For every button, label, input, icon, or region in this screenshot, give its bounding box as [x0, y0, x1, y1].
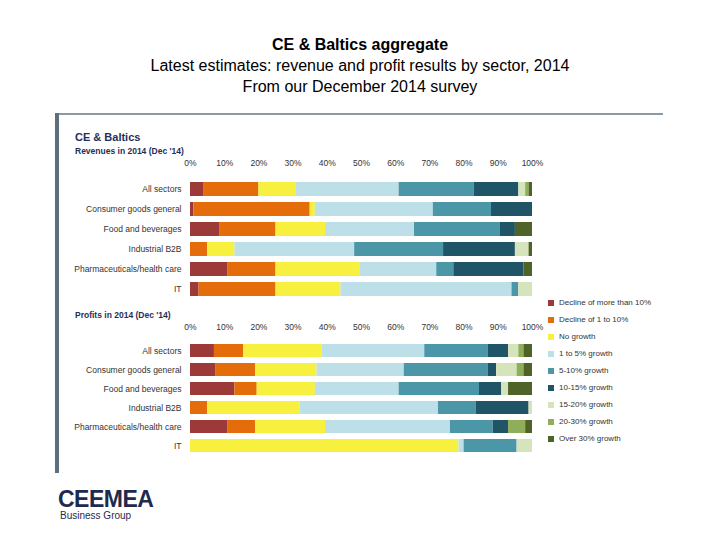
html-text:Revenues in 2014 (Dec '14): Revenues in 2014 (Dec '14): [75, 146, 184, 156]
html-text:Over 30% growth: Over 30% growth: [559, 434, 621, 443]
svg-text:60%: 60%: [387, 158, 404, 168]
html-text:10-15% growth: 10-15% growth: [559, 383, 613, 392]
svg-text:10%: 10%: [216, 322, 233, 332]
svg-text:100%: 100%: [522, 158, 544, 168]
svg-text:70%: 70%: [421, 322, 438, 332]
svg-text:All sectors: All sectors: [142, 346, 181, 356]
svg-text:Industrial B2B: Industrial B2B: [129, 403, 182, 413]
svg-text:Consumer goods general: Consumer goods general: [86, 365, 182, 375]
svg-text:30%: 30%: [285, 322, 302, 332]
svg-text:Pharmaceuticals/health care: Pharmaceuticals/health care: [74, 422, 182, 432]
html-text:CE & Baltics: CE & Baltics: [75, 131, 141, 143]
svg-text:40%: 40%: [319, 322, 336, 332]
svg-text:Consumer goods general: Consumer goods general: [86, 204, 182, 214]
svg-text:Food and beverages: Food and beverages: [104, 384, 182, 394]
html-text:15-20% growth: 15-20% growth: [559, 400, 613, 409]
svg-text:30%: 30%: [285, 158, 302, 168]
svg-text:20%: 20%: [250, 322, 267, 332]
svg-text:60%: 60%: [387, 322, 404, 332]
svg-text:40%: 40%: [319, 158, 336, 168]
svg-text:70%: 70%: [421, 158, 438, 168]
html-text:20-30% growth: 20-30% growth: [559, 417, 613, 426]
html-text:Decline of 1 to 10%: Decline of 1 to 10%: [559, 315, 629, 324]
svg-text:50%: 50%: [353, 322, 370, 332]
html-text:No growth: No growth: [559, 332, 596, 341]
svg-text:20%: 20%: [250, 158, 267, 168]
svg-text:0%: 0%: [184, 322, 197, 332]
svg-text:IT: IT: [174, 284, 182, 294]
html-text:1 to 5% growth: 1 to 5% growth: [559, 349, 613, 358]
html-text:CEEMEA: CEEMEA: [58, 486, 154, 512]
html-text:Decline of more than 10%: Decline of more than 10%: [559, 298, 652, 307]
html-text:Latest estimates: revenue and: Latest estimates: revenue and profit res…: [150, 57, 570, 74]
svg-text:90%: 90%: [490, 158, 507, 168]
svg-text:90%: 90%: [490, 322, 507, 332]
html-text:CE & Baltics aggregate: CE & Baltics aggregate: [272, 36, 448, 53]
html-text:Business Group: Business Group: [60, 510, 132, 521]
svg-text:All sectors: All sectors: [142, 184, 181, 194]
svg-text:10%: 10%: [216, 158, 233, 168]
html-text:5-10% growth: 5-10% growth: [559, 366, 609, 375]
html-text:From our December 2014 survey: From our December 2014 survey: [242, 78, 478, 95]
svg-text:0%: 0%: [184, 158, 197, 168]
svg-text:IT: IT: [174, 441, 182, 451]
html-text:Profits in 2014 (Dec '14): Profits in 2014 (Dec '14): [75, 310, 171, 320]
svg-text:Food and beverages: Food and beverages: [104, 224, 182, 234]
svg-text:80%: 80%: [456, 158, 473, 168]
svg-text:Industrial B2B: Industrial B2B: [129, 244, 182, 254]
svg-text:80%: 80%: [456, 322, 473, 332]
svg-text:100%: 100%: [522, 322, 544, 332]
svg-text:Pharmaceuticals/health care: Pharmaceuticals/health care: [74, 264, 182, 274]
svg-text:50%: 50%: [353, 158, 370, 168]
